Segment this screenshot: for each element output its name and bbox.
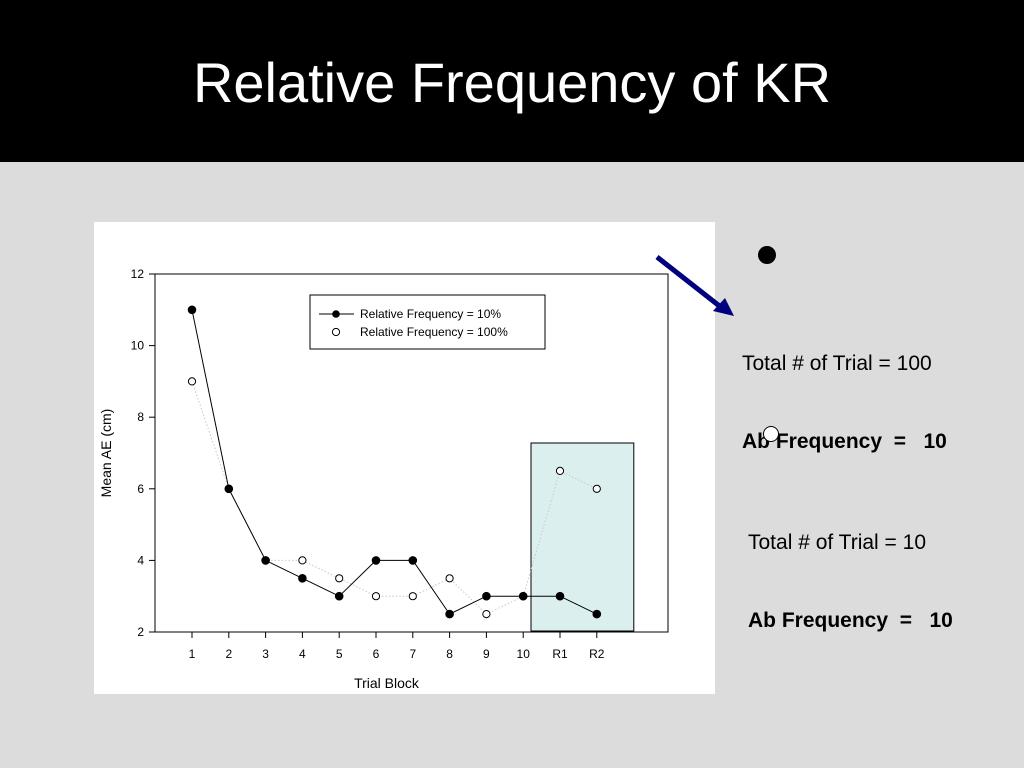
data-point-filled (445, 609, 454, 619)
note-ab-frequency: Ab Frequency = 10 (748, 609, 953, 632)
data-point-open (482, 610, 491, 619)
data-point-filled (334, 591, 344, 601)
open-circle-icon (763, 426, 779, 442)
arrow-icon (655, 255, 734, 316)
y-tick-label: 10 (131, 339, 145, 353)
legend-box (309, 294, 546, 350)
plot-frame (154, 273, 669, 633)
data-point-filled (187, 305, 197, 315)
data-point-open (187, 377, 197, 386)
data-point-open (445, 574, 454, 583)
x-tick-label: R2 (589, 647, 605, 661)
legend-label: Relative Frequency = 100% (360, 325, 508, 339)
legend-label: Relative Frequency = 10% (360, 307, 501, 321)
highlight-box (530, 442, 635, 632)
y-axis-label: Mean AE (cm) (98, 409, 114, 498)
note-ab-frequency: Ab Frequency = 10 (742, 430, 947, 453)
x-tick-label: 1 (189, 647, 196, 661)
data-point-open (371, 592, 381, 601)
data-point-open (298, 556, 307, 565)
data-point-filled (298, 574, 307, 583)
x-tick-label: 6 (373, 647, 380, 661)
data-point-filled (592, 609, 602, 619)
data-point-filled (371, 556, 381, 565)
title-bar (0, 0, 1024, 162)
note-open-series: Total # of Trial = 10 Ab Frequency = 10 (748, 480, 953, 660)
data-point-filled (224, 484, 234, 494)
series-line-open (191, 381, 598, 615)
data-point-filled (518, 591, 528, 601)
legend-marker-open (331, 327, 341, 337)
x-tick-label: 2 (225, 647, 232, 661)
x-tick-label: 7 (409, 647, 416, 661)
x-tick-label: 5 (336, 647, 343, 661)
chart-panel: 2 4 6 8 10 12 1 2 3 4 5 6 7 8 9 10 R1 R2 Trial Block Mean A… (94, 222, 715, 694)
legend-marker-filled (332, 310, 340, 318)
note-trial-count: Total # of Trial = 100 (742, 352, 932, 375)
data-point-open (335, 574, 344, 583)
y-tick-label: 12 (131, 267, 145, 281)
data-point-filled (555, 591, 565, 601)
data-point-filled (408, 556, 418, 565)
y-tick-label: 2 (137, 625, 144, 639)
x-tick-label: R1 (552, 647, 568, 661)
filled-circle-icon (758, 246, 776, 264)
note-trial-count: Total # of Trial = 10 (748, 531, 927, 554)
x-tick-label: 10 (517, 647, 531, 661)
slide-title: Relative Frequency of KR (192, 51, 832, 114)
data-point-filled (261, 556, 270, 565)
data-point-open (555, 466, 565, 475)
data-point-open (592, 484, 601, 493)
y-tick-label: 8 (137, 410, 144, 424)
x-axis-label: Trial Block (354, 675, 420, 691)
series-line-filled (191, 309, 598, 615)
x-tick-label: 9 (483, 647, 490, 661)
x-tick-label: 4 (299, 647, 306, 661)
x-tick-label: 3 (262, 647, 269, 661)
note-filled-series: Total # of Trial = 100 Ab Frequency = 10 (742, 301, 947, 481)
x-tick-label: 8 (446, 647, 453, 661)
y-tick-label: 4 (137, 553, 144, 567)
y-tick-label: 6 (137, 482, 144, 496)
data-point-filled (482, 591, 491, 601)
data-point-open (408, 592, 417, 601)
